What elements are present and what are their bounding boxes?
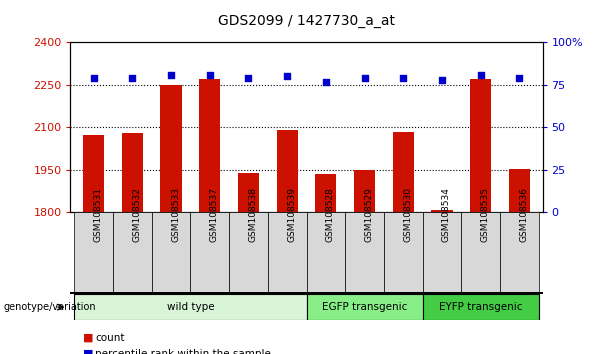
- Text: GSM108538: GSM108538: [248, 187, 257, 242]
- Text: GSM108530: GSM108530: [403, 187, 412, 242]
- Bar: [199, 79, 221, 212]
- Text: percentile rank within the sample: percentile rank within the sample: [95, 349, 271, 354]
- Bar: [509, 169, 530, 212]
- Bar: [422, 212, 461, 292]
- Bar: [461, 212, 500, 292]
- Text: ■: ■: [83, 333, 93, 343]
- Point: [128, 75, 137, 81]
- Bar: [268, 212, 306, 292]
- Bar: [306, 212, 345, 292]
- Text: GSM108534: GSM108534: [442, 187, 451, 242]
- Bar: [500, 212, 539, 292]
- Bar: [83, 135, 104, 212]
- Point: [166, 72, 176, 78]
- Bar: [113, 212, 152, 292]
- Bar: [238, 173, 259, 212]
- Text: GSM108537: GSM108537: [210, 187, 219, 242]
- Text: GSM108539: GSM108539: [287, 187, 296, 242]
- Point: [89, 75, 99, 81]
- Bar: [432, 210, 452, 212]
- Text: GSM108535: GSM108535: [481, 187, 490, 242]
- Bar: [345, 212, 384, 292]
- Point: [437, 77, 447, 83]
- Text: GDS2099 / 1427730_a_at: GDS2099 / 1427730_a_at: [218, 14, 395, 28]
- Text: ■: ■: [83, 349, 93, 354]
- Bar: [229, 212, 268, 292]
- Bar: [161, 85, 181, 212]
- Bar: [384, 212, 422, 292]
- Text: GSM108533: GSM108533: [171, 187, 180, 242]
- Point: [360, 75, 370, 81]
- Bar: [392, 132, 414, 212]
- Text: wild type: wild type: [167, 302, 215, 312]
- Bar: [74, 212, 113, 292]
- Point: [476, 72, 485, 78]
- Bar: [276, 130, 298, 212]
- Text: GSM108528: GSM108528: [326, 187, 335, 242]
- Point: [321, 79, 331, 84]
- Text: GSM108532: GSM108532: [132, 187, 142, 242]
- Bar: [306, 294, 422, 320]
- Bar: [315, 174, 337, 212]
- Bar: [152, 212, 191, 292]
- Point: [243, 75, 253, 81]
- Text: GSM108529: GSM108529: [365, 187, 373, 242]
- Point: [282, 74, 292, 79]
- Bar: [74, 294, 306, 320]
- Text: GSM108531: GSM108531: [94, 187, 103, 242]
- Bar: [354, 170, 375, 212]
- Text: GSM108536: GSM108536: [519, 187, 528, 242]
- Bar: [122, 133, 143, 212]
- Text: genotype/variation: genotype/variation: [3, 302, 96, 312]
- Text: count: count: [95, 333, 124, 343]
- Text: EYFP transgenic: EYFP transgenic: [439, 302, 522, 312]
- Point: [514, 75, 524, 81]
- Bar: [422, 294, 539, 320]
- Point: [205, 72, 215, 78]
- Point: [398, 75, 408, 81]
- Bar: [470, 79, 491, 212]
- Text: EGFP transgenic: EGFP transgenic: [322, 302, 407, 312]
- Bar: [191, 212, 229, 292]
